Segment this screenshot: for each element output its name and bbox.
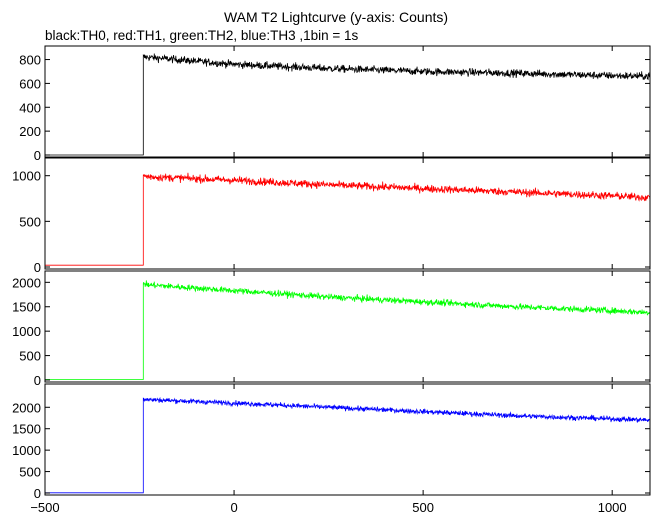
- panels-layer: 0200400600800050010000500100015002000050…: [12, 45, 651, 501]
- series-line-th2: [45, 280, 651, 380]
- panel-th3: 0 500 1000 1500 2000: [12, 383, 651, 501]
- x-tick-label: 1000: [598, 500, 627, 515]
- series-line-th0: [45, 53, 651, 156]
- x-tick-label: 0: [230, 500, 237, 515]
- panel-th0: 0 200 400 600 800: [19, 45, 651, 163]
- y-tick-label: 0: [34, 260, 41, 275]
- y-tick-label: 800: [19, 53, 41, 68]
- y-tick-label: 1000: [12, 443, 41, 458]
- panel-frame: [44, 383, 651, 496]
- chart-subtitle: black:TH0, red:TH1, green:TH2, blue:TH3 …: [45, 28, 359, 43]
- y-tick-label: 200: [19, 124, 41, 139]
- panel-th2: 0 500 1000 1500 2000: [12, 270, 651, 388]
- chart-title: WAM T2 Lightcurve (y-axis: Counts): [224, 9, 448, 25]
- panel-frame: [44, 45, 651, 158]
- y-tick-label: 0: [34, 148, 41, 163]
- panel-frame: [44, 157, 651, 270]
- x-tick-label: 500: [412, 500, 434, 515]
- y-tick-label: 1500: [12, 300, 41, 315]
- x-tick-label: −500: [30, 500, 59, 515]
- y-tick-label: 400: [19, 100, 41, 115]
- x-axis: −500 0 500 1000: [30, 500, 626, 515]
- y-tick-label: 500: [19, 465, 41, 480]
- y-tick-label: 2000: [12, 400, 41, 415]
- y-tick-label: 600: [19, 76, 41, 91]
- y-tick-label: 500: [19, 214, 41, 229]
- panel-th1: 0 500 1000: [12, 157, 651, 275]
- y-tick-label: 500: [19, 349, 41, 364]
- y-tick-label: 2000: [12, 275, 41, 290]
- series-line-th1: [45, 172, 651, 266]
- y-tick-label: 1500: [12, 422, 41, 437]
- y-tick-label: 0: [34, 486, 41, 501]
- y-tick-label: 0: [34, 373, 41, 388]
- panel-frame: [44, 270, 651, 383]
- y-tick-label: 1000: [12, 324, 41, 339]
- y-tick-label: 1000: [12, 169, 41, 184]
- series-line-th3: [45, 396, 651, 494]
